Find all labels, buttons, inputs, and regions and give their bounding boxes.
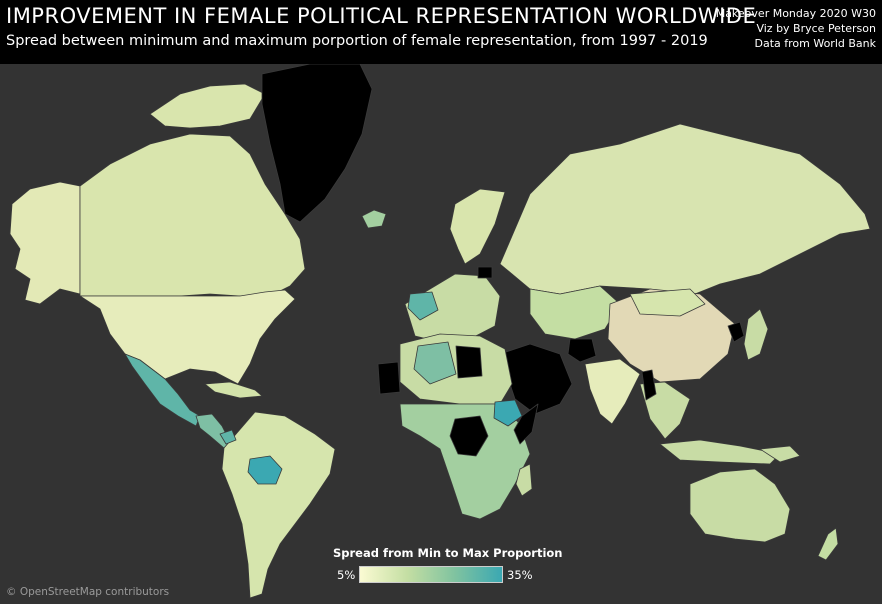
region-south-america[interactable] bbox=[221, 411, 336, 599]
credits-line-author: Viz by Bryce Peterson bbox=[756, 22, 876, 35]
region-north-korea[interactable] bbox=[727, 321, 745, 343]
region-afghanistan[interactable] bbox=[567, 338, 597, 363]
region-new-zealand[interactable] bbox=[817, 527, 839, 561]
region-iceland[interactable] bbox=[361, 209, 387, 229]
region-myanmar[interactable] bbox=[641, 369, 657, 401]
region-somalia[interactable] bbox=[513, 403, 539, 445]
page-subtitle: Spread between minimum and maximum porpo… bbox=[6, 33, 708, 49]
legend-title: Spread from Min to Max Proportion bbox=[333, 546, 563, 560]
region-india[interactable] bbox=[584, 358, 641, 425]
region-indonesia[interactable] bbox=[659, 439, 781, 465]
osm-attribution[interactable]: © OpenStreetMap contributors bbox=[6, 586, 170, 598]
region-middle-east[interactable] bbox=[499, 343, 573, 415]
legend-min-label: 5% bbox=[337, 568, 356, 582]
region-western-sahara[interactable] bbox=[377, 361, 401, 395]
legend-max-label: 35% bbox=[507, 568, 533, 582]
region-iberia[interactable] bbox=[407, 291, 439, 321]
region-madagascar[interactable] bbox=[515, 463, 533, 497]
region-alaska[interactable] bbox=[9, 181, 81, 305]
world-map-svg bbox=[9, 64, 871, 599]
credits-line-makeover: Makeover Monday 2020 W30 bbox=[715, 7, 876, 20]
credits: Makeover Monday 2020 W30 Viz by Bryce Pe… bbox=[716, 6, 876, 51]
region-canada[interactable] bbox=[79, 133, 306, 297]
region-ecuador[interactable] bbox=[219, 429, 237, 445]
region-belarus[interactable] bbox=[477, 266, 493, 279]
region-caribbean[interactable] bbox=[204, 381, 263, 399]
region-arctic-islands[interactable] bbox=[149, 83, 266, 129]
region-central-asia[interactable] bbox=[529, 285, 621, 340]
region-new-guinea[interactable] bbox=[759, 445, 801, 463]
region-japan[interactable] bbox=[743, 308, 769, 361]
region-bolivia[interactable] bbox=[247, 455, 283, 485]
region-mongolia[interactable] bbox=[629, 288, 706, 317]
world-map[interactable]: © OpenStreetMap contributors bbox=[0, 64, 882, 604]
credits-line-source: Data from World Bank bbox=[754, 37, 876, 50]
region-drc[interactable] bbox=[449, 415, 489, 457]
color-legend: Spread from Min to Max Proportion 5% 35% bbox=[333, 546, 563, 586]
page-title: IMPROVEMENT IN FEMALE POLITICAL REPRESEN… bbox=[6, 4, 757, 28]
region-australia[interactable] bbox=[689, 468, 791, 543]
legend-gradient-bar bbox=[359, 566, 503, 583]
region-scandinavia[interactable] bbox=[449, 188, 506, 265]
region-libya[interactable] bbox=[455, 345, 483, 379]
region-russia[interactable] bbox=[499, 123, 871, 297]
region-greenland[interactable] bbox=[261, 64, 373, 223]
region-usa[interactable] bbox=[79, 289, 296, 385]
region-ethiopia[interactable] bbox=[493, 399, 523, 427]
region-algeria[interactable] bbox=[413, 341, 457, 385]
